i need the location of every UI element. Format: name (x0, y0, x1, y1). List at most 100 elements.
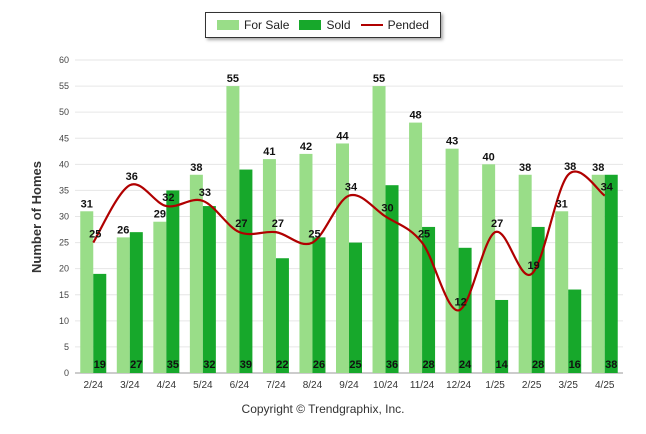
x-tick-label: 7/24 (266, 380, 286, 391)
bar-for-sale (482, 164, 496, 373)
bar-sold (275, 258, 289, 373)
bar-sold (495, 299, 509, 373)
data-label-for-sale: 41 (263, 146, 275, 158)
data-label-sold: 39 (240, 359, 252, 371)
y-tick-label: 10 (59, 316, 69, 326)
bar-sold (166, 190, 180, 373)
y-tick-label: 5 (64, 342, 69, 352)
data-label-pended: 27 (272, 218, 284, 230)
data-label-pended: 36 (126, 171, 138, 183)
data-label-sold: 16 (569, 359, 581, 371)
legend-label-pended: Pended (387, 18, 429, 32)
bar-for-sale (555, 211, 569, 373)
for-sale-swatch (217, 20, 240, 30)
legend-item-pended[interactable]: Pended (360, 18, 429, 32)
bar-for-sale (189, 174, 203, 373)
pended-swatch (360, 24, 383, 26)
data-label-sold: 28 (422, 359, 434, 371)
legend: For Sale Sold Pended (205, 12, 441, 38)
legend-item-sold[interactable]: Sold (299, 18, 351, 32)
copyright-text: Copyright © Trendgraphix, Inc. (241, 402, 405, 416)
data-label-for-sale: 38 (190, 162, 202, 174)
data-label-pended: 30 (381, 203, 393, 215)
x-tick-label: 6/24 (230, 380, 250, 391)
data-label-for-sale: 29 (154, 209, 166, 221)
bar-sold (422, 226, 436, 373)
x-tick-label: 8/24 (303, 380, 323, 391)
data-label-sold: 36 (386, 359, 398, 371)
x-tick-label: 12/24 (446, 380, 471, 391)
data-label-for-sale: 44 (336, 130, 349, 142)
bar-for-sale (591, 174, 605, 373)
bar-sold (93, 273, 107, 373)
data-label-pended: 38 (564, 161, 576, 173)
data-label-sold: 22 (276, 359, 288, 371)
bar-for-sale (445, 148, 459, 373)
bar-sold (604, 174, 618, 373)
bar-sold (202, 206, 216, 373)
data-label-for-sale: 38 (519, 162, 531, 174)
bar-sold (239, 169, 253, 373)
y-tick-label: 45 (59, 133, 69, 143)
data-label-pended: 32 (162, 192, 174, 204)
data-label-sold: 14 (496, 359, 509, 371)
legend-item-for-sale[interactable]: For Sale (217, 18, 289, 32)
x-tick-label: 5/24 (193, 380, 213, 391)
bar-sold (568, 289, 582, 373)
data-label-for-sale: 31 (556, 198, 568, 210)
data-label-sold: 35 (167, 359, 179, 371)
x-tick-label: 1/25 (485, 380, 505, 391)
data-label-pended: 19 (528, 260, 540, 272)
y-tick-label: 15 (59, 290, 69, 300)
data-label-sold: 28 (532, 359, 544, 371)
data-label-pended: 25 (418, 229, 430, 241)
data-label-pended: 34 (345, 182, 358, 194)
y-tick-label: 20 (59, 264, 69, 274)
bar-for-sale (80, 211, 94, 373)
data-label-for-sale: 40 (483, 151, 495, 163)
data-label-sold: 19 (94, 359, 106, 371)
x-axis-ticks: 2/24 3/24 4/24 5/24 6/24 7/24 8/24 9/24 10/24 11/… (84, 380, 615, 391)
data-labels: 31 19 26 27 29 35 38 32 55 39 41 22 42 26 44 25 55 36 48 28… (81, 73, 618, 371)
bar-for-sale (226, 86, 240, 373)
data-label-for-sale: 26 (117, 224, 129, 236)
data-label-pended: 34 (601, 182, 614, 194)
data-label-sold: 26 (313, 359, 325, 371)
data-label-sold: 25 (349, 359, 361, 371)
bar-for-sale (262, 159, 276, 373)
data-label-for-sale: 42 (300, 141, 312, 153)
x-tick-label: 9/24 (339, 380, 359, 391)
bar-for-sale (336, 143, 349, 373)
data-label-pended: 27 (235, 218, 247, 230)
data-label-pended: 25 (89, 229, 101, 241)
data-label-sold: 24 (459, 359, 472, 371)
sold-swatch (299, 20, 322, 30)
data-label-pended: 12 (454, 296, 466, 308)
data-label-sold: 38 (605, 359, 617, 371)
bar-for-sale (153, 221, 167, 373)
y-tick-label: 50 (59, 107, 69, 117)
data-label-for-sale: 55 (373, 73, 385, 85)
data-label-for-sale: 48 (409, 110, 421, 122)
x-tick-label: 3/25 (558, 380, 578, 391)
y-tick-label: 30 (59, 212, 69, 222)
y-tick-label: 60 (59, 55, 69, 65)
bar-sold (531, 226, 545, 373)
data-label-sold: 32 (203, 359, 215, 371)
bar-sold (349, 242, 362, 373)
bar-for-sale (116, 237, 130, 373)
data-label-pended: 27 (491, 218, 503, 230)
bar-sold (312, 237, 326, 373)
y-axis-ticks: 0 5 10 15 20 25 30 35 40 45 50 55 60 (59, 55, 69, 378)
y-axis-label: Number of Homes (29, 161, 44, 273)
bar-for-sale (299, 153, 313, 373)
data-label-for-sale: 31 (81, 198, 93, 210)
bar-for-sale (372, 86, 386, 373)
x-tick-label: 3/24 (120, 380, 140, 391)
x-tick-label: 4/25 (595, 380, 615, 391)
legend-label-for-sale: For Sale (244, 18, 290, 32)
bars (80, 86, 618, 373)
x-tick-label: 2/24 (84, 380, 104, 391)
x-tick-label: 2/25 (522, 380, 542, 391)
